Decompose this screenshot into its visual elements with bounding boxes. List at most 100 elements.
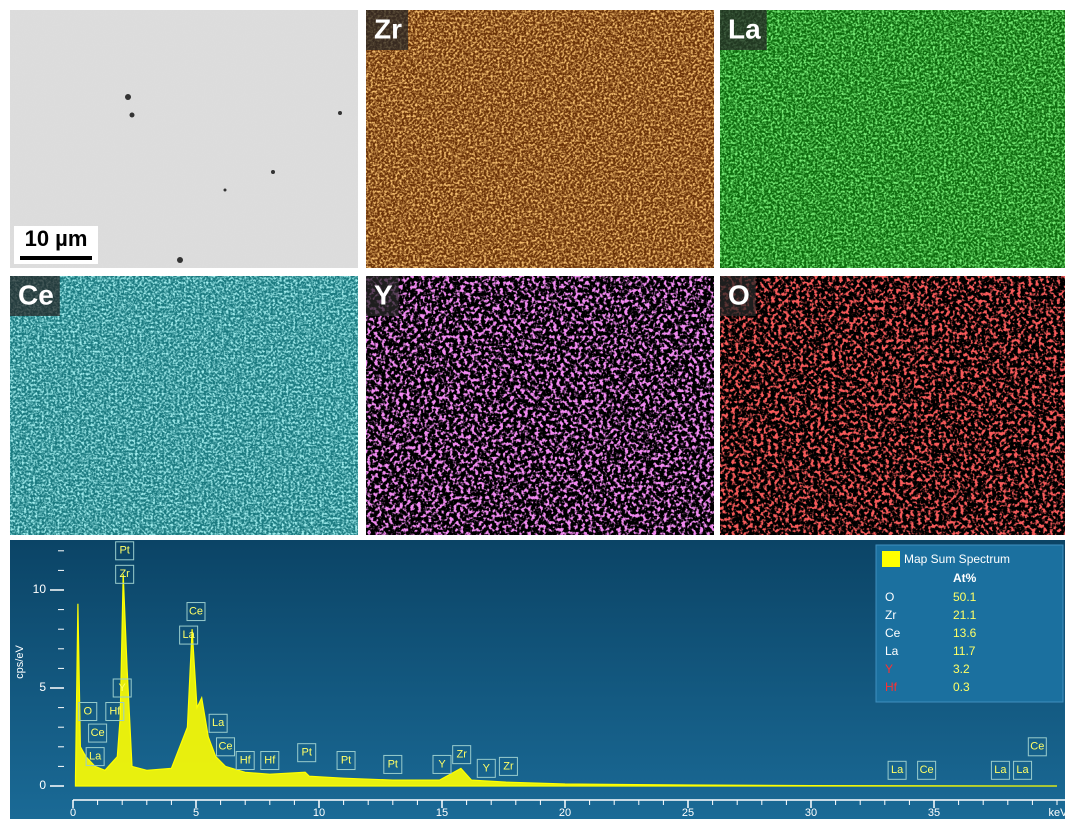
peak-label: Y	[438, 758, 446, 770]
peak-label: Ce	[218, 741, 232, 753]
x-axis-label: keV	[1049, 807, 1065, 819]
x-tick-label: 30	[805, 807, 817, 819]
peak-label-box	[297, 743, 317, 763]
peak-label-box	[208, 713, 228, 733]
peak-label-box	[476, 758, 496, 778]
peak-label: Ce	[189, 605, 203, 617]
map-texture	[366, 276, 714, 535]
peak-label: La	[994, 764, 1007, 776]
spectrum-line	[74, 574, 1058, 787]
peak-label-box	[115, 541, 135, 561]
peak-label: Pt	[301, 747, 311, 759]
map-label-box	[10, 276, 60, 316]
sem-texture	[10, 10, 358, 268]
peak-label-box	[917, 760, 937, 780]
peak-label: La	[182, 629, 195, 641]
map-texture	[10, 276, 358, 535]
map-texture	[720, 10, 1065, 268]
peak-label: Hf	[240, 754, 252, 766]
peak-label-box	[112, 678, 132, 698]
map-panels: Zr La Ce Y O	[10, 10, 1065, 535]
map-label: La	[728, 13, 761, 44]
peak-label: Y	[119, 682, 127, 694]
peak-label-box	[78, 702, 98, 722]
legend-value: 0.3	[953, 680, 970, 694]
x-tick-label: 20	[559, 807, 571, 819]
peak-label-box	[1013, 760, 1033, 780]
peak-label: Zr	[503, 760, 514, 772]
peak-label-box	[179, 625, 199, 645]
legend-element: Y	[885, 662, 893, 676]
map-label: O	[728, 279, 750, 310]
peak-label: La	[891, 764, 904, 776]
legend-element: Zr	[885, 608, 896, 622]
map-label-box	[366, 276, 399, 316]
map-label-box	[720, 276, 756, 316]
peak-label: Pt	[341, 754, 351, 766]
legend-box	[875, 544, 1064, 703]
legend-value: 3.2	[953, 662, 970, 676]
scale-bar-label: 10 µm	[25, 226, 88, 251]
sem-specks	[125, 94, 342, 263]
peak-label-box	[452, 745, 472, 765]
peak-label-box	[887, 760, 907, 780]
legend-value: 21.1	[953, 608, 977, 622]
legend-value: 50.1	[953, 590, 977, 604]
legend-swatch	[882, 551, 900, 567]
legend-header: At%	[953, 571, 977, 585]
peak-label-box	[115, 564, 135, 584]
peak-label-box	[336, 751, 356, 771]
map-label: Zr	[374, 13, 402, 44]
spectrum: 0 5 10 15 20 25 30 35 keV0510cps/eVOCeLaHfYPtZrC…	[14, 541, 1065, 819]
peak-label: O	[83, 705, 92, 717]
legend-element: Hf	[885, 680, 898, 694]
peak-label: Hf	[109, 705, 121, 717]
map-label-box	[366, 10, 408, 50]
peak-label-box	[383, 754, 403, 774]
y-tick-label: 0	[39, 778, 46, 792]
peak-label-box	[990, 760, 1010, 780]
x-tick-label: 25	[682, 807, 694, 819]
peak-label-box	[498, 756, 518, 776]
map-label: Y	[374, 279, 393, 310]
peak-label: Ce	[91, 727, 105, 739]
map-label: Ce	[18, 279, 54, 310]
x-tick-label: 0	[70, 807, 76, 819]
y-tick-label: 10	[33, 582, 47, 596]
peak-label: Zr	[456, 749, 467, 761]
legend-element: La	[885, 644, 899, 658]
peak-label: Pt	[388, 758, 398, 770]
legend-element: O	[885, 590, 894, 604]
peak-label: Zr	[119, 568, 130, 580]
x-tick-label: 10	[313, 807, 325, 819]
peak-label-box	[186, 602, 206, 622]
peak-label-box	[1027, 737, 1047, 757]
legend-value: 11.7	[953, 644, 976, 658]
peak-label: La	[1016, 764, 1029, 776]
peak-label: Pt	[119, 545, 129, 557]
peak-label-box	[105, 702, 125, 722]
x-tick-label: 15	[436, 807, 448, 819]
map-texture	[720, 276, 1065, 535]
legend-value: 13.6	[953, 626, 977, 640]
peak-label: Hf	[264, 754, 276, 766]
peak-label: Ce	[1030, 741, 1044, 753]
peak-label-box	[260, 751, 280, 771]
peak-label-box	[216, 737, 236, 757]
peak-label-box	[235, 751, 255, 771]
y-axis-label: cps/eV	[14, 645, 26, 679]
peak-label: Y	[483, 762, 491, 774]
peak-label: La	[212, 717, 225, 729]
map-texture	[366, 10, 714, 268]
y-tick-label: 5	[39, 680, 46, 694]
peak-label: La	[89, 751, 102, 763]
legend-entry: Map Sum Spectrum	[904, 552, 1010, 566]
peak-label-box	[85, 747, 105, 767]
x-tick-label: 5	[193, 807, 199, 819]
peak-label-box	[88, 723, 108, 743]
peak-label: Ce	[920, 764, 934, 776]
peak-label-box	[432, 754, 452, 774]
x-tick-label: 35	[928, 807, 940, 819]
scale-bar	[20, 256, 92, 260]
